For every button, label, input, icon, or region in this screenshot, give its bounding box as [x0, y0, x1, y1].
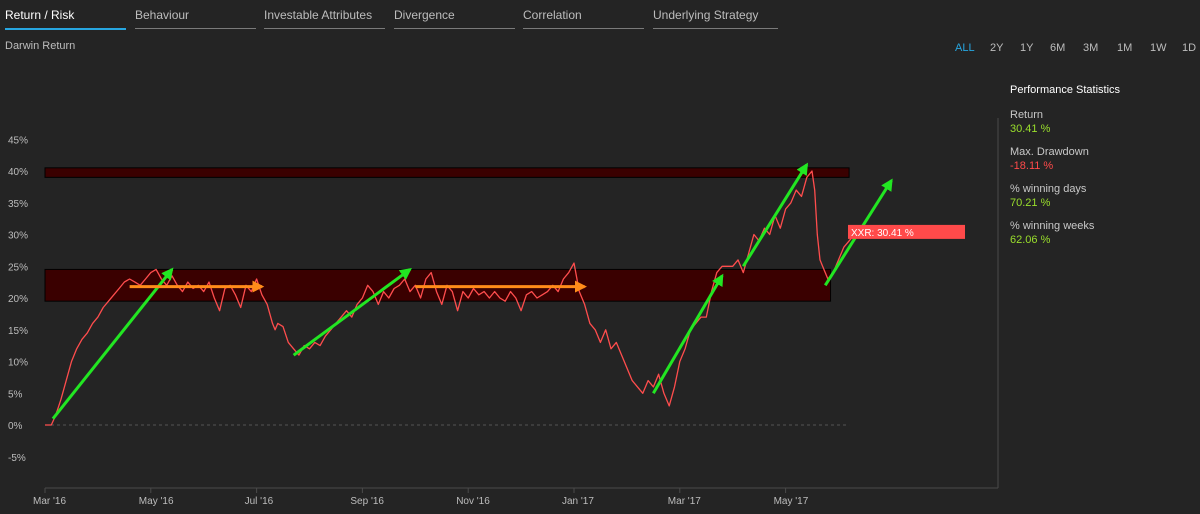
y-tick-label: 10%	[8, 358, 28, 369]
range-1m[interactable]: 1M	[1117, 42, 1133, 54]
range-selector: ALL 2Y 1Y 6M 3M 1M 1W 1D	[0, 42, 1200, 58]
tab-label: Return / Risk	[5, 8, 75, 22]
stats-title: Performance Statistics	[1010, 84, 1121, 96]
y-tick-label: 20%	[8, 294, 28, 305]
y-tick-label: 30%	[8, 231, 28, 242]
stat-winning-days: % winning days 70.21 %	[1010, 182, 1195, 210]
stat-winning-weeks: % winning weeks 62.06 %	[1010, 219, 1195, 247]
tab-label: Underlying Strategy	[653, 8, 759, 22]
y-tick-label: 45%	[8, 135, 28, 146]
x-tick-label: Jan '17	[562, 496, 594, 507]
y-tick-label: 40%	[8, 167, 28, 178]
tab-divergence[interactable]: Divergence	[394, 8, 515, 29]
return-chart: 45% 40% 35% 30% 25% 20% 15% 10% 5% 0% -5% Mar '16 Ma…	[8, 118, 999, 507]
trend-arrow	[652, 273, 724, 395]
range-2y[interactable]: 2Y	[990, 42, 1004, 54]
range-1d[interactable]: 1D	[1182, 42, 1197, 54]
stat-label: % winning weeks	[1010, 220, 1095, 232]
stat-label: Return	[1010, 109, 1044, 121]
range-3m[interactable]: 3M	[1083, 42, 1099, 54]
stat-value: -18.11 %	[1010, 160, 1054, 172]
chart-title: Darwin Return	[5, 40, 76, 52]
return-series-line	[45, 170, 858, 426]
highlight-band	[44, 167, 850, 178]
stat-value: 62.06 %	[1010, 234, 1051, 246]
x-tick-label: Sep '16	[350, 496, 384, 507]
stat-label: Max. Drawdown	[1010, 146, 1089, 158]
tab-return-risk[interactable]: Return / Risk	[5, 8, 126, 30]
y-tick-label: 0%	[8, 421, 23, 432]
x-tick-label: May '16	[139, 496, 174, 507]
trend-arrow	[51, 267, 174, 420]
tab-label: Correlation	[523, 8, 582, 22]
tab-underlying-strategy[interactable]: Underlying Strategy	[653, 8, 778, 29]
y-tick-label: 25%	[8, 262, 28, 273]
x-tick-label: Nov '16	[456, 496, 490, 507]
y-tick-label: 5%	[8, 389, 23, 400]
y-tick-label: -5%	[8, 453, 26, 464]
x-tick-label: Mar '17	[668, 496, 701, 507]
trend-arrow	[292, 268, 412, 357]
stat-label: % winning days	[1010, 183, 1087, 195]
tab-correlation[interactable]: Correlation	[523, 8, 644, 29]
stat-return: Return 30.41 %	[1010, 108, 1195, 136]
x-tick-label: Jul '16	[245, 496, 274, 507]
tab-bar: Return / Risk Behaviour Investable Attri…	[0, 0, 1200, 30]
last-value-label-bg	[848, 224, 965, 239]
tab-label: Divergence	[394, 8, 455, 22]
trend-arrow	[742, 162, 809, 268]
range-all[interactable]: ALL	[955, 42, 975, 54]
x-tick-label: Mar '16	[33, 496, 66, 507]
tab-investable-attributes[interactable]: Investable Attributes	[264, 8, 385, 29]
last-value-label: XXR: 30.41 %	[851, 228, 914, 239]
stat-value: 70.21 %	[1010, 197, 1051, 209]
range-1y[interactable]: 1Y	[1020, 42, 1034, 54]
tab-label: Investable Attributes	[264, 8, 373, 22]
performance-statistics: Performance Statistics Return 30.41 % Ma…	[1010, 84, 1195, 256]
y-tick-label: 15%	[8, 326, 28, 337]
tab-label: Behaviour	[135, 8, 190, 22]
y-tick-label: 35%	[8, 199, 28, 210]
stat-max-drawdown: Max. Drawdown -18.11 %	[1010, 145, 1195, 173]
range-1w[interactable]: 1W	[1150, 42, 1167, 54]
range-6m[interactable]: 6M	[1050, 42, 1066, 54]
x-tick-label: May '17	[774, 496, 809, 507]
stat-value: 30.41 %	[1010, 123, 1051, 135]
tab-behaviour[interactable]: Behaviour	[135, 8, 256, 29]
